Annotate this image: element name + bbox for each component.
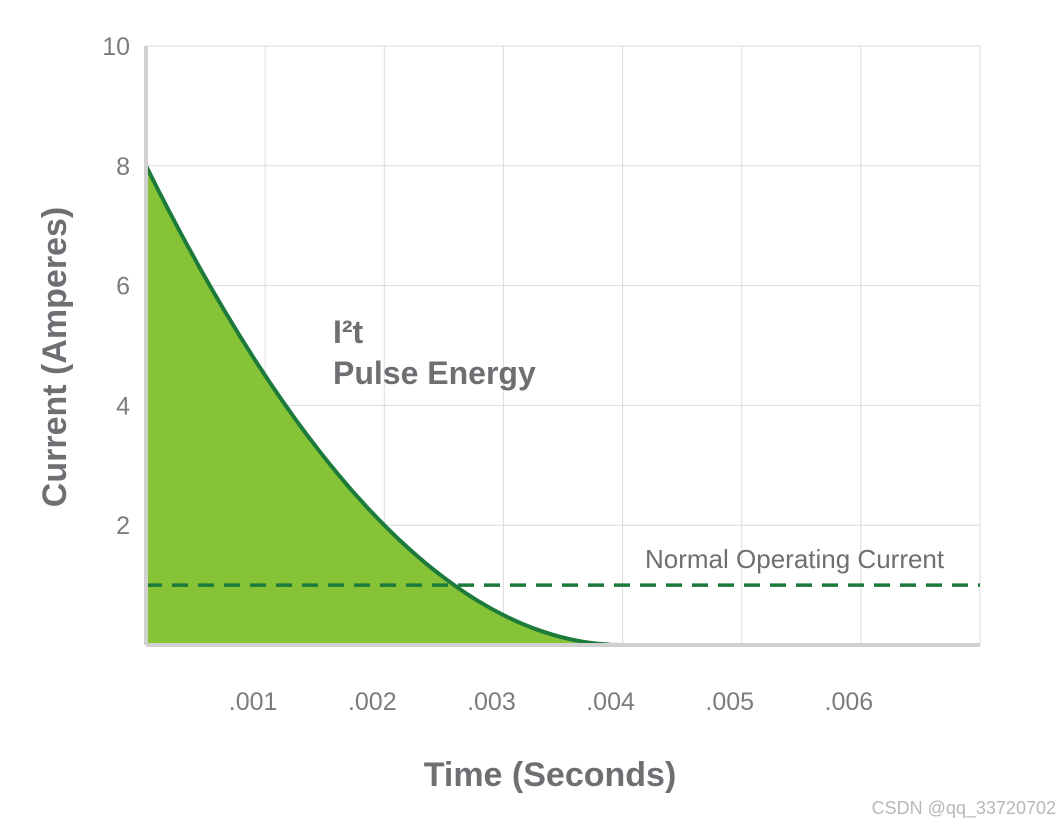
x-tick-labels: .001 .002 .003 .004 .005 .006	[229, 688, 873, 716]
pulse-energy-area	[146, 165, 623, 646]
annotation-pulse-energy: Pulse Energy	[333, 355, 536, 391]
annotation-i2t: I²t	[333, 314, 364, 350]
x-tick-label: .002	[348, 688, 397, 716]
watermark: CSDN @qq_33720702	[871, 798, 1056, 818]
y-tick-label: 10	[102, 33, 130, 61]
pulse-current-curve	[144, 164, 623, 647]
y-axis-title: Current (Amperes)	[36, 207, 74, 507]
x-tick-label: .005	[705, 688, 754, 716]
x-tick-label: .006	[825, 688, 874, 716]
axes	[144, 46, 980, 647]
y-tick-label: 2	[116, 512, 130, 540]
y-tick-label: 8	[116, 153, 130, 181]
x-axis-title: Time (Seconds)	[424, 756, 677, 794]
y-tick-label: 4	[116, 392, 130, 420]
x-tick-label: .004	[586, 688, 635, 716]
x-tick-label: .003	[467, 688, 516, 716]
y-tick-labels: 2 4 6 8 10	[102, 33, 130, 540]
normal-operating-current-label: Normal Operating Current	[645, 544, 945, 574]
x-tick-label: .001	[229, 688, 278, 716]
y-tick-label: 6	[116, 273, 130, 301]
